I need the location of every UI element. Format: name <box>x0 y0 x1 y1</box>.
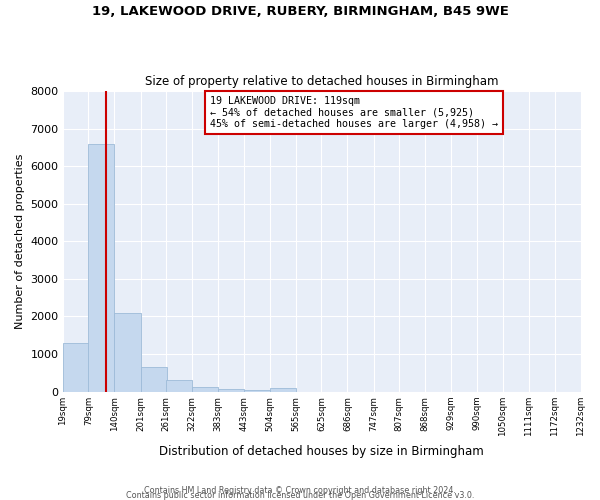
Text: 19 LAKEWOOD DRIVE: 119sqm
← 54% of detached houses are smaller (5,925)
45% of se: 19 LAKEWOOD DRIVE: 119sqm ← 54% of detac… <box>211 96 499 129</box>
Y-axis label: Number of detached properties: Number of detached properties <box>15 154 25 329</box>
Text: 19, LAKEWOOD DRIVE, RUBERY, BIRMINGHAM, B45 9WE: 19, LAKEWOOD DRIVE, RUBERY, BIRMINGHAM, … <box>92 5 508 18</box>
Text: Contains HM Land Registry data © Crown copyright and database right 2024.: Contains HM Land Registry data © Crown c… <box>144 486 456 495</box>
Bar <box>115 312 140 392</box>
Bar <box>166 380 192 392</box>
X-axis label: Distribution of detached houses by size in Birmingham: Distribution of detached houses by size … <box>159 444 484 458</box>
Bar <box>88 144 115 392</box>
Bar <box>192 386 218 392</box>
Bar <box>63 343 89 392</box>
Text: Contains public sector information licensed under the Open Government Licence v3: Contains public sector information licen… <box>126 490 474 500</box>
Bar <box>270 388 296 392</box>
Bar <box>140 367 167 392</box>
Title: Size of property relative to detached houses in Birmingham: Size of property relative to detached ho… <box>145 76 499 88</box>
Bar <box>218 389 244 392</box>
Bar <box>244 390 270 392</box>
